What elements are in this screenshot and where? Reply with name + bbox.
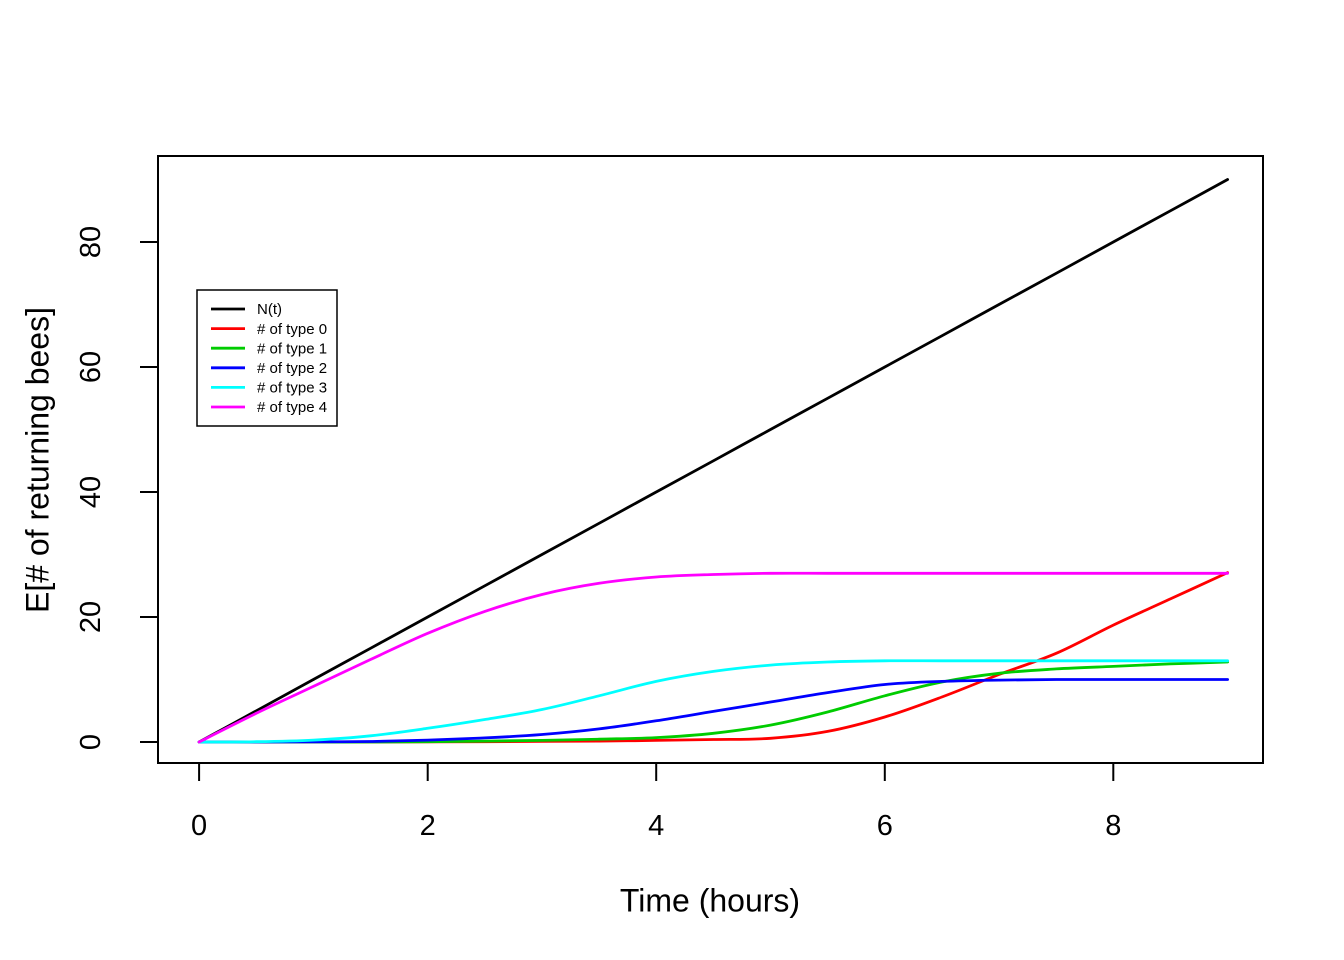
x-tick-label: 6 (877, 810, 893, 842)
legend-label-2: # of type 1 (257, 340, 327, 357)
y-tick-label: 40 (75, 476, 107, 508)
y-tick-label: 80 (75, 226, 107, 258)
y-tick-label: 60 (75, 351, 107, 383)
series-line-0 (197, 178, 1229, 744)
series-line-5 (197, 571, 1229, 744)
plot-box (157, 155, 1264, 764)
legend-label-3: # of type 2 (257, 360, 327, 377)
legend-label-0: N(t) (257, 301, 282, 318)
legend-box (196, 289, 338, 427)
legend-label-1: # of type 0 (257, 321, 327, 338)
series-line-3 (197, 678, 1229, 744)
legend-label-5: # of type 4 (257, 399, 327, 416)
x-tick-label: 8 (1105, 810, 1121, 842)
legend-label-4: # of type 3 (257, 380, 327, 397)
series-line-4 (197, 659, 1229, 744)
x-axis-title: Time (hours) (619, 882, 801, 919)
x-tick-label: 0 (191, 810, 207, 842)
y-tick-label: 0 (75, 734, 107, 750)
x-tick-label: 4 (648, 810, 664, 842)
series-line-2 (197, 660, 1229, 744)
y-tick-label: 20 (75, 601, 107, 633)
x-tick-label: 2 (420, 810, 436, 842)
y-axis-title: E[# of returning bees] (19, 307, 56, 613)
